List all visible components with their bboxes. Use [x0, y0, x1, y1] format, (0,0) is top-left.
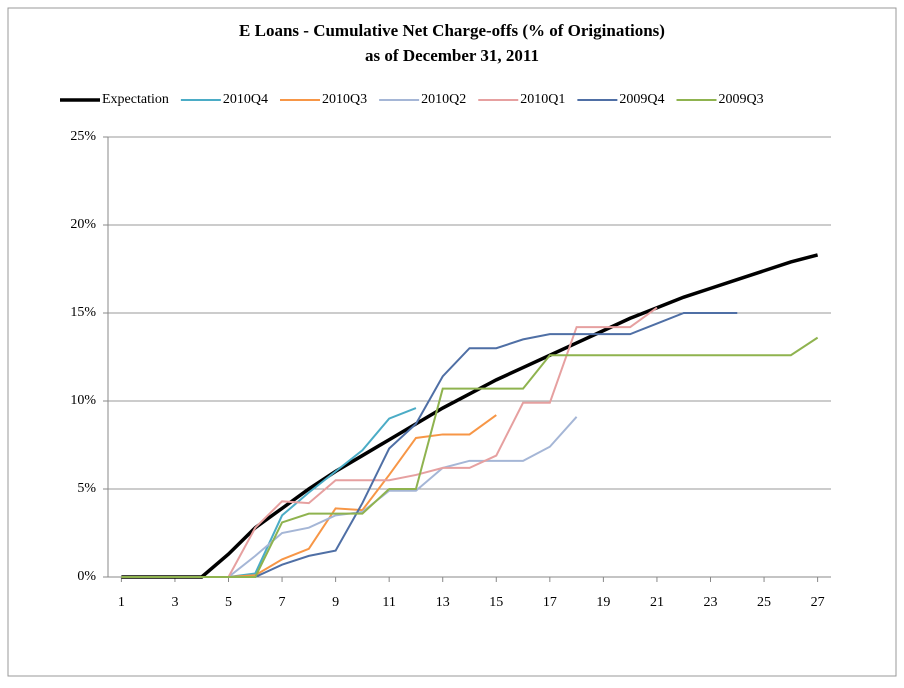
chart-title: E Loans - Cumulative Net Charge-offs (% …	[239, 21, 665, 40]
series-line	[121, 336, 819, 578]
x-tick-label: 1	[118, 595, 125, 610]
legend-label: 2010Q3	[322, 92, 367, 107]
x-tick-label: 13	[436, 595, 450, 610]
x-tick-label: 21	[650, 595, 664, 610]
y-tick-label: 20%	[70, 217, 96, 232]
x-tick-label: 5	[225, 595, 232, 610]
y-tick-label: 0%	[77, 569, 96, 584]
x-tick-label: 23	[704, 595, 718, 610]
legend-label: 2010Q1	[520, 92, 565, 107]
series-line	[121, 253, 819, 579]
x-tick-label: 3	[171, 595, 178, 610]
x-tick-label: 7	[279, 595, 286, 610]
x-tick-label: 19	[596, 595, 610, 610]
y-tick-label: 25%	[70, 129, 96, 144]
legend-label: 2009Q3	[719, 92, 764, 107]
chart-subtitle: as of December 31, 2011	[365, 46, 539, 65]
y-tick-label: 5%	[77, 481, 96, 496]
y-tick-label: 10%	[70, 393, 96, 408]
legend-label: 2010Q4	[223, 92, 268, 107]
chart-frame	[7, 7, 897, 677]
x-tick-label: 15	[489, 595, 503, 610]
y-tick-label: 15%	[70, 305, 96, 320]
x-tick-label: 11	[382, 595, 395, 610]
legend-label: Expectation	[102, 92, 169, 107]
x-tick-label: 9	[332, 595, 339, 610]
x-tick-label: 25	[757, 595, 771, 610]
x-tick-label: 27	[811, 595, 825, 610]
x-tick-label: 17	[543, 595, 557, 610]
legend-label: 2009Q4	[619, 92, 664, 107]
legend-label: 2010Q2	[421, 92, 466, 107]
